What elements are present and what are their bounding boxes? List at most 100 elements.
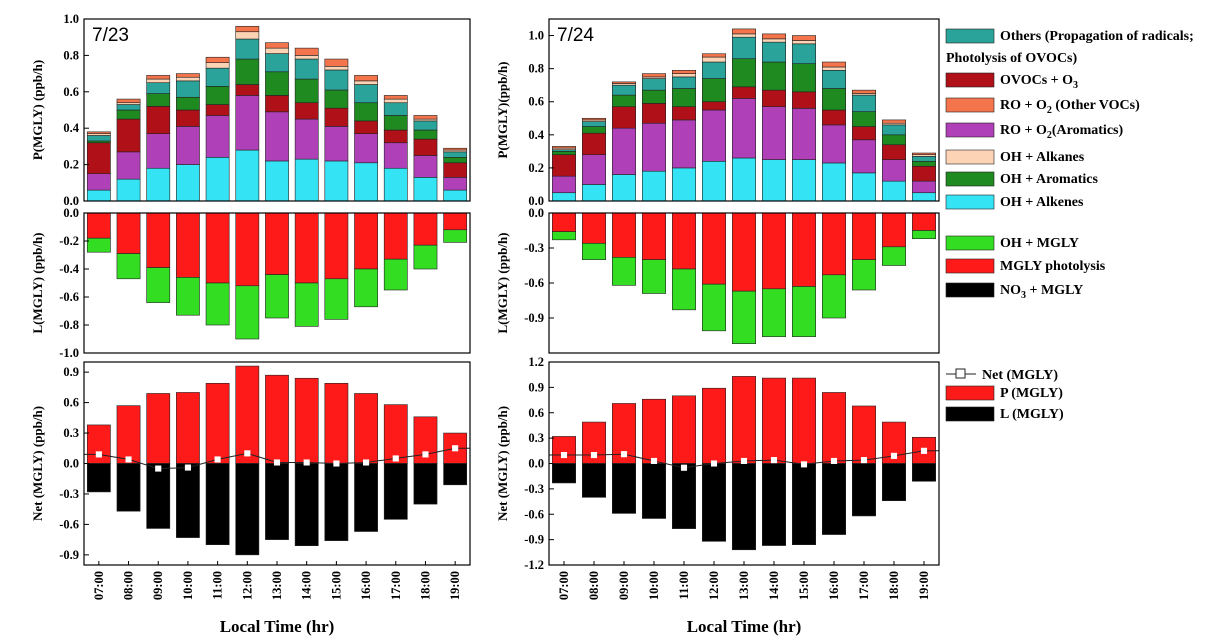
legend-swatch-net-marker bbox=[955, 368, 966, 379]
legend-label-l: L (MGLY) bbox=[1000, 407, 1064, 422]
bar-segment-ro2_other bbox=[116, 98, 141, 104]
bar-l-mgly bbox=[701, 463, 726, 542]
bar-segment-oh_alkanes bbox=[176, 76, 200, 82]
bar-segment-oh_alkenes bbox=[116, 178, 141, 202]
bar-segment-ovocs_o3 bbox=[116, 118, 141, 153]
y-tick-label: -0.6 bbox=[59, 290, 79, 304]
axes-frame bbox=[83, 18, 471, 202]
x-axis-label: Local Time (hr) bbox=[220, 617, 335, 636]
y-tick-label: 0.0 bbox=[528, 206, 544, 220]
bar-segment-mgly-photolysis bbox=[821, 212, 846, 276]
bar-segment-oh_aromatic2 bbox=[324, 89, 349, 109]
y-tick-label: 0.8 bbox=[63, 48, 79, 62]
bar-segment-oh_alkenes bbox=[791, 159, 816, 202]
bar-segment-ovocs_o3 bbox=[265, 95, 289, 113]
y-tick-label: 0.4 bbox=[528, 128, 544, 142]
bar-segment-others bbox=[911, 156, 936, 162]
bar-segment-ro2_other bbox=[851, 89, 876, 94]
legend-swatch-ro2_arom bbox=[945, 122, 995, 138]
x-tick-label: 17:00 bbox=[857, 571, 871, 600]
x-tick-label: 12:00 bbox=[707, 571, 721, 600]
y-tick-label: 1.0 bbox=[528, 29, 544, 43]
y-tick-label: -0.6 bbox=[59, 517, 79, 531]
bar-segment-ro2_arom bbox=[851, 139, 876, 174]
bar-segment-ro2_arom bbox=[641, 122, 666, 172]
bar-l-mgly bbox=[911, 463, 936, 482]
bar-segment-ro2_other bbox=[86, 131, 111, 134]
bar-segment-oh-mgly bbox=[443, 229, 468, 243]
bar-l-mgly bbox=[86, 463, 111, 493]
bar-l-mgly bbox=[146, 463, 171, 529]
bar-segment-ovocs_o3 bbox=[146, 106, 171, 134]
net-panel-1: 1.2 0.9 0.6 0.3 0.0 -0.3 -0.6 -0.9 -1.2 Net (MGLY… bbox=[495, 355, 940, 636]
y-tick-label: 0.0 bbox=[63, 194, 79, 208]
y-axis-label: P(MGLY)(ppb/h) bbox=[495, 61, 510, 158]
bar-segment-others bbox=[324, 69, 349, 91]
bar-segment-ro2_other bbox=[324, 58, 349, 67]
legend-swatch-oh_alkanes bbox=[945, 149, 995, 165]
bar-segment-oh_aromatic2 bbox=[383, 115, 408, 131]
bar-segment-ovocs_o3 bbox=[294, 102, 319, 120]
legend-label-others-line2: Photolysis of OVOCs) bbox=[946, 51, 1078, 66]
production-panel-1: 0.0 0.2 0.4 0.6 0.8 1.0 7/24 P(MGLY)(ppb/h) bbox=[495, 18, 940, 208]
bar-segment-ovocs_o3 bbox=[443, 162, 468, 178]
bar-segment-others bbox=[205, 67, 230, 87]
bar-p-mgly bbox=[354, 393, 378, 464]
bar-segment-ovocs_o3 bbox=[581, 132, 606, 155]
bar-segment-oh-mgly bbox=[354, 268, 378, 308]
bar-segment-others bbox=[146, 82, 171, 94]
bar-segment-oh_alkenes bbox=[551, 192, 576, 202]
x-tick-label: 09:00 bbox=[617, 571, 631, 600]
net-legend: Net (MGLY) P (MGLY) L (MGLY) bbox=[945, 368, 1064, 422]
x-tick-label: 12:00 bbox=[240, 571, 254, 600]
bar-segment-oh_aromatic2 bbox=[881, 134, 906, 146]
bar-l-mgly bbox=[235, 463, 260, 556]
y-tick-label: -0.3 bbox=[524, 241, 544, 255]
legend-label-ro2_arom: RO + O2(Aromatics) bbox=[1000, 123, 1123, 141]
y-tick-label: 0.9 bbox=[528, 380, 544, 394]
legend-swatch-oh_alkenes bbox=[945, 194, 995, 210]
bar-segment-oh_aromatic2 bbox=[294, 78, 319, 104]
bar-segment-oh_aromatic2 bbox=[581, 126, 606, 134]
bar-segment-oh_aromatic2 bbox=[443, 157, 468, 164]
y-axis-label: L(MGLY) (ppb/h) bbox=[495, 232, 510, 333]
bar-segment-others bbox=[383, 102, 408, 116]
legend-label-ro2_other: RO + O2 (Other VOCs) bbox=[1000, 98, 1140, 116]
bar-segment-ovocs_o3 bbox=[324, 107, 349, 127]
bar-segment-oh_alkenes bbox=[294, 158, 319, 202]
bar-segment-oh_aromatic2 bbox=[641, 89, 666, 104]
bar-segment-oh_aromatic2 bbox=[701, 78, 726, 103]
bar-l-mgly bbox=[761, 463, 786, 546]
y-tick-label: -1.2 bbox=[524, 558, 544, 572]
bar-segment-oh-mgly bbox=[611, 257, 636, 286]
y-tick-label: 0.8 bbox=[528, 62, 544, 76]
axes-frame bbox=[83, 212, 471, 354]
bar-p-mgly bbox=[851, 405, 876, 464]
bar-segment-ro2_other bbox=[176, 73, 200, 78]
bar-p-mgly bbox=[821, 392, 846, 464]
x-tick-label: 19:00 bbox=[917, 571, 931, 600]
bar-segment-mgly-photolysis bbox=[383, 212, 408, 260]
bar-p-mgly bbox=[265, 374, 289, 464]
bar-segment-others bbox=[176, 80, 200, 98]
net-marker bbox=[800, 461, 808, 468]
bar-segment-oh_alkenes bbox=[911, 192, 936, 202]
bar-p-mgly bbox=[176, 392, 200, 464]
bar-p-mgly bbox=[731, 376, 756, 464]
bar-segment-ro2_arom bbox=[265, 111, 289, 162]
bar-segment-oh_aromatic2 bbox=[731, 58, 756, 88]
y-tick-label: 0.0 bbox=[63, 457, 79, 471]
bar-segment-oh_aromatic2 bbox=[761, 61, 786, 91]
bar-segment-mgly-photolysis bbox=[146, 212, 171, 268]
bar-segment-ro2_arom bbox=[176, 126, 200, 165]
bar-segment-ro2_arom bbox=[761, 106, 786, 160]
bar-segment-oh_aromatic2 bbox=[791, 63, 816, 93]
bar-segment-oh_alkanes bbox=[265, 47, 289, 54]
x-tick-label: 14:00 bbox=[300, 571, 314, 600]
y-tick-label: 0.0 bbox=[528, 194, 544, 208]
bar-segment-oh_alkenes bbox=[443, 189, 468, 202]
net-marker bbox=[184, 464, 191, 471]
bar-segment-others bbox=[265, 53, 289, 73]
bar-segment-others bbox=[881, 124, 906, 136]
